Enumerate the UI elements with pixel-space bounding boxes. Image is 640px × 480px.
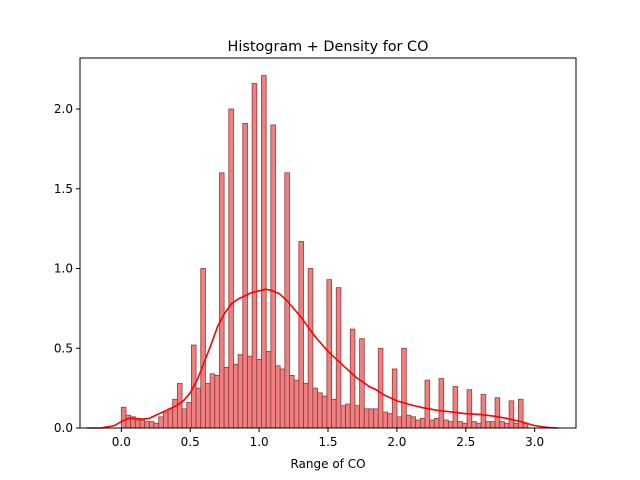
histogram-bar: [270, 124, 276, 429]
histogram-bar: [261, 75, 267, 429]
histogram-bar: [513, 422, 519, 429]
histogram-bar: [158, 416, 164, 429]
histogram-bar: [461, 422, 468, 429]
histogram-bar: [429, 419, 435, 429]
histogram-bar: [475, 422, 482, 429]
histogram-bar: [331, 398, 337, 429]
histogram-bar: [237, 354, 244, 429]
histogram-bar: [480, 394, 487, 429]
histogram-bar: [396, 416, 403, 429]
histogram-bar: [373, 408, 379, 429]
histogram-bar: [251, 83, 258, 429]
histogram-bar: [186, 402, 192, 429]
histogram-bar: [176, 382, 183, 429]
histogram-bar: [153, 422, 160, 429]
histogram-bar: [167, 408, 174, 429]
histogram-bar: [125, 414, 132, 429]
density-curve: [86, 288, 559, 429]
x-axis-label: Range of CO: [290, 457, 365, 471]
histogram-bar: [144, 421, 150, 429]
histogram-bar: [209, 373, 216, 429]
histogram-bar: [410, 416, 417, 429]
y-tick-label: 0.0: [54, 421, 73, 435]
histogram-bar: [256, 359, 262, 429]
x-axis-ticks: 0.0 0.5 1.0 1.5 2.0 2.5 3.0: [112, 428, 544, 449]
histogram-bar: [242, 122, 248, 429]
histogram-bar: [508, 400, 515, 429]
histogram-bar: [518, 398, 524, 429]
x-tick-label: 0.5: [181, 435, 200, 449]
histogram-bar: [424, 379, 431, 429]
histogram-bar: [289, 374, 295, 429]
y-axis-ticks: 0.0 0.5 1.0 1.5 2.0: [54, 102, 80, 435]
x-tick-label: 2.0: [387, 435, 406, 449]
histogram-bar: [148, 421, 155, 429]
x-tick-label: 3.0: [525, 435, 544, 449]
y-tick-label: 1.5: [54, 182, 73, 196]
histogram-bar: [303, 382, 309, 429]
histogram-bar: [377, 347, 384, 429]
histogram-bar: [340, 405, 346, 429]
histogram-bar: [223, 366, 230, 429]
chart-title: Histogram + Density for CO: [228, 39, 429, 55]
histogram-bar: [363, 408, 370, 429]
histogram-bar: [485, 421, 491, 429]
histogram-bar: [275, 365, 281, 429]
histogram-bar: [405, 414, 412, 429]
histogram-bar: [195, 387, 202, 429]
histogram-bar: [321, 395, 328, 429]
histogram-bar: [172, 398, 178, 429]
histogram-bar: [504, 422, 510, 429]
histogram-bar: [368, 408, 375, 429]
x-tick-label: 2.5: [456, 435, 475, 449]
histogram-bar: [293, 379, 300, 429]
histogram-bar: [265, 351, 272, 429]
histogram-bar: [205, 382, 211, 429]
histogram-bar: [438, 378, 445, 429]
histogram-bar: [312, 387, 318, 429]
histogram-bar: [317, 392, 323, 429]
y-tick-label: 2.0: [54, 102, 73, 116]
histogram-bar: [499, 421, 505, 429]
histogram-bar: [134, 419, 141, 429]
histogram-bar: [471, 421, 477, 429]
histogram-bar: [279, 368, 286, 429]
histogram-bar: [494, 397, 501, 429]
histogram-bar: [247, 355, 253, 429]
histogram-bar: [200, 268, 206, 429]
histogram-bar: [120, 406, 127, 429]
histogram-bar: [139, 419, 146, 429]
histogram-bar: [490, 421, 496, 429]
histogram-bar: [387, 413, 393, 429]
histogram-bar: [298, 241, 304, 429]
histogram-bar: [345, 403, 351, 429]
histogram-bar: [162, 411, 169, 429]
histogram-bar: [335, 287, 342, 429]
histogram-bar: [228, 108, 234, 429]
histogram-bar: [382, 411, 389, 429]
histogram-bar: [214, 374, 220, 429]
histogram-bar: [181, 408, 188, 429]
y-tick-label: 0.5: [54, 341, 73, 355]
histogram-bar: [307, 268, 314, 429]
histogram-bar: [233, 363, 239, 429]
histogram-bar: [447, 421, 454, 429]
x-tick-label: 0.0: [112, 435, 131, 449]
histogram-bar: [415, 419, 421, 429]
x-tick-label: 1.5: [318, 435, 337, 449]
histogram-bar: [452, 386, 459, 429]
histogram-bar: [354, 405, 360, 429]
histogram-bar: [401, 347, 407, 429]
y-tick-label: 1.0: [54, 262, 73, 276]
histogram-bar: [349, 328, 356, 429]
histogram-bar: [457, 421, 463, 429]
histogram-bar: [466, 389, 473, 429]
histogram-bar: [433, 418, 440, 429]
histogram-bar: [443, 419, 449, 429]
histogram-bar: [219, 172, 225, 429]
x-tick-label: 1.0: [250, 435, 269, 449]
histogram-bar: [419, 418, 426, 429]
